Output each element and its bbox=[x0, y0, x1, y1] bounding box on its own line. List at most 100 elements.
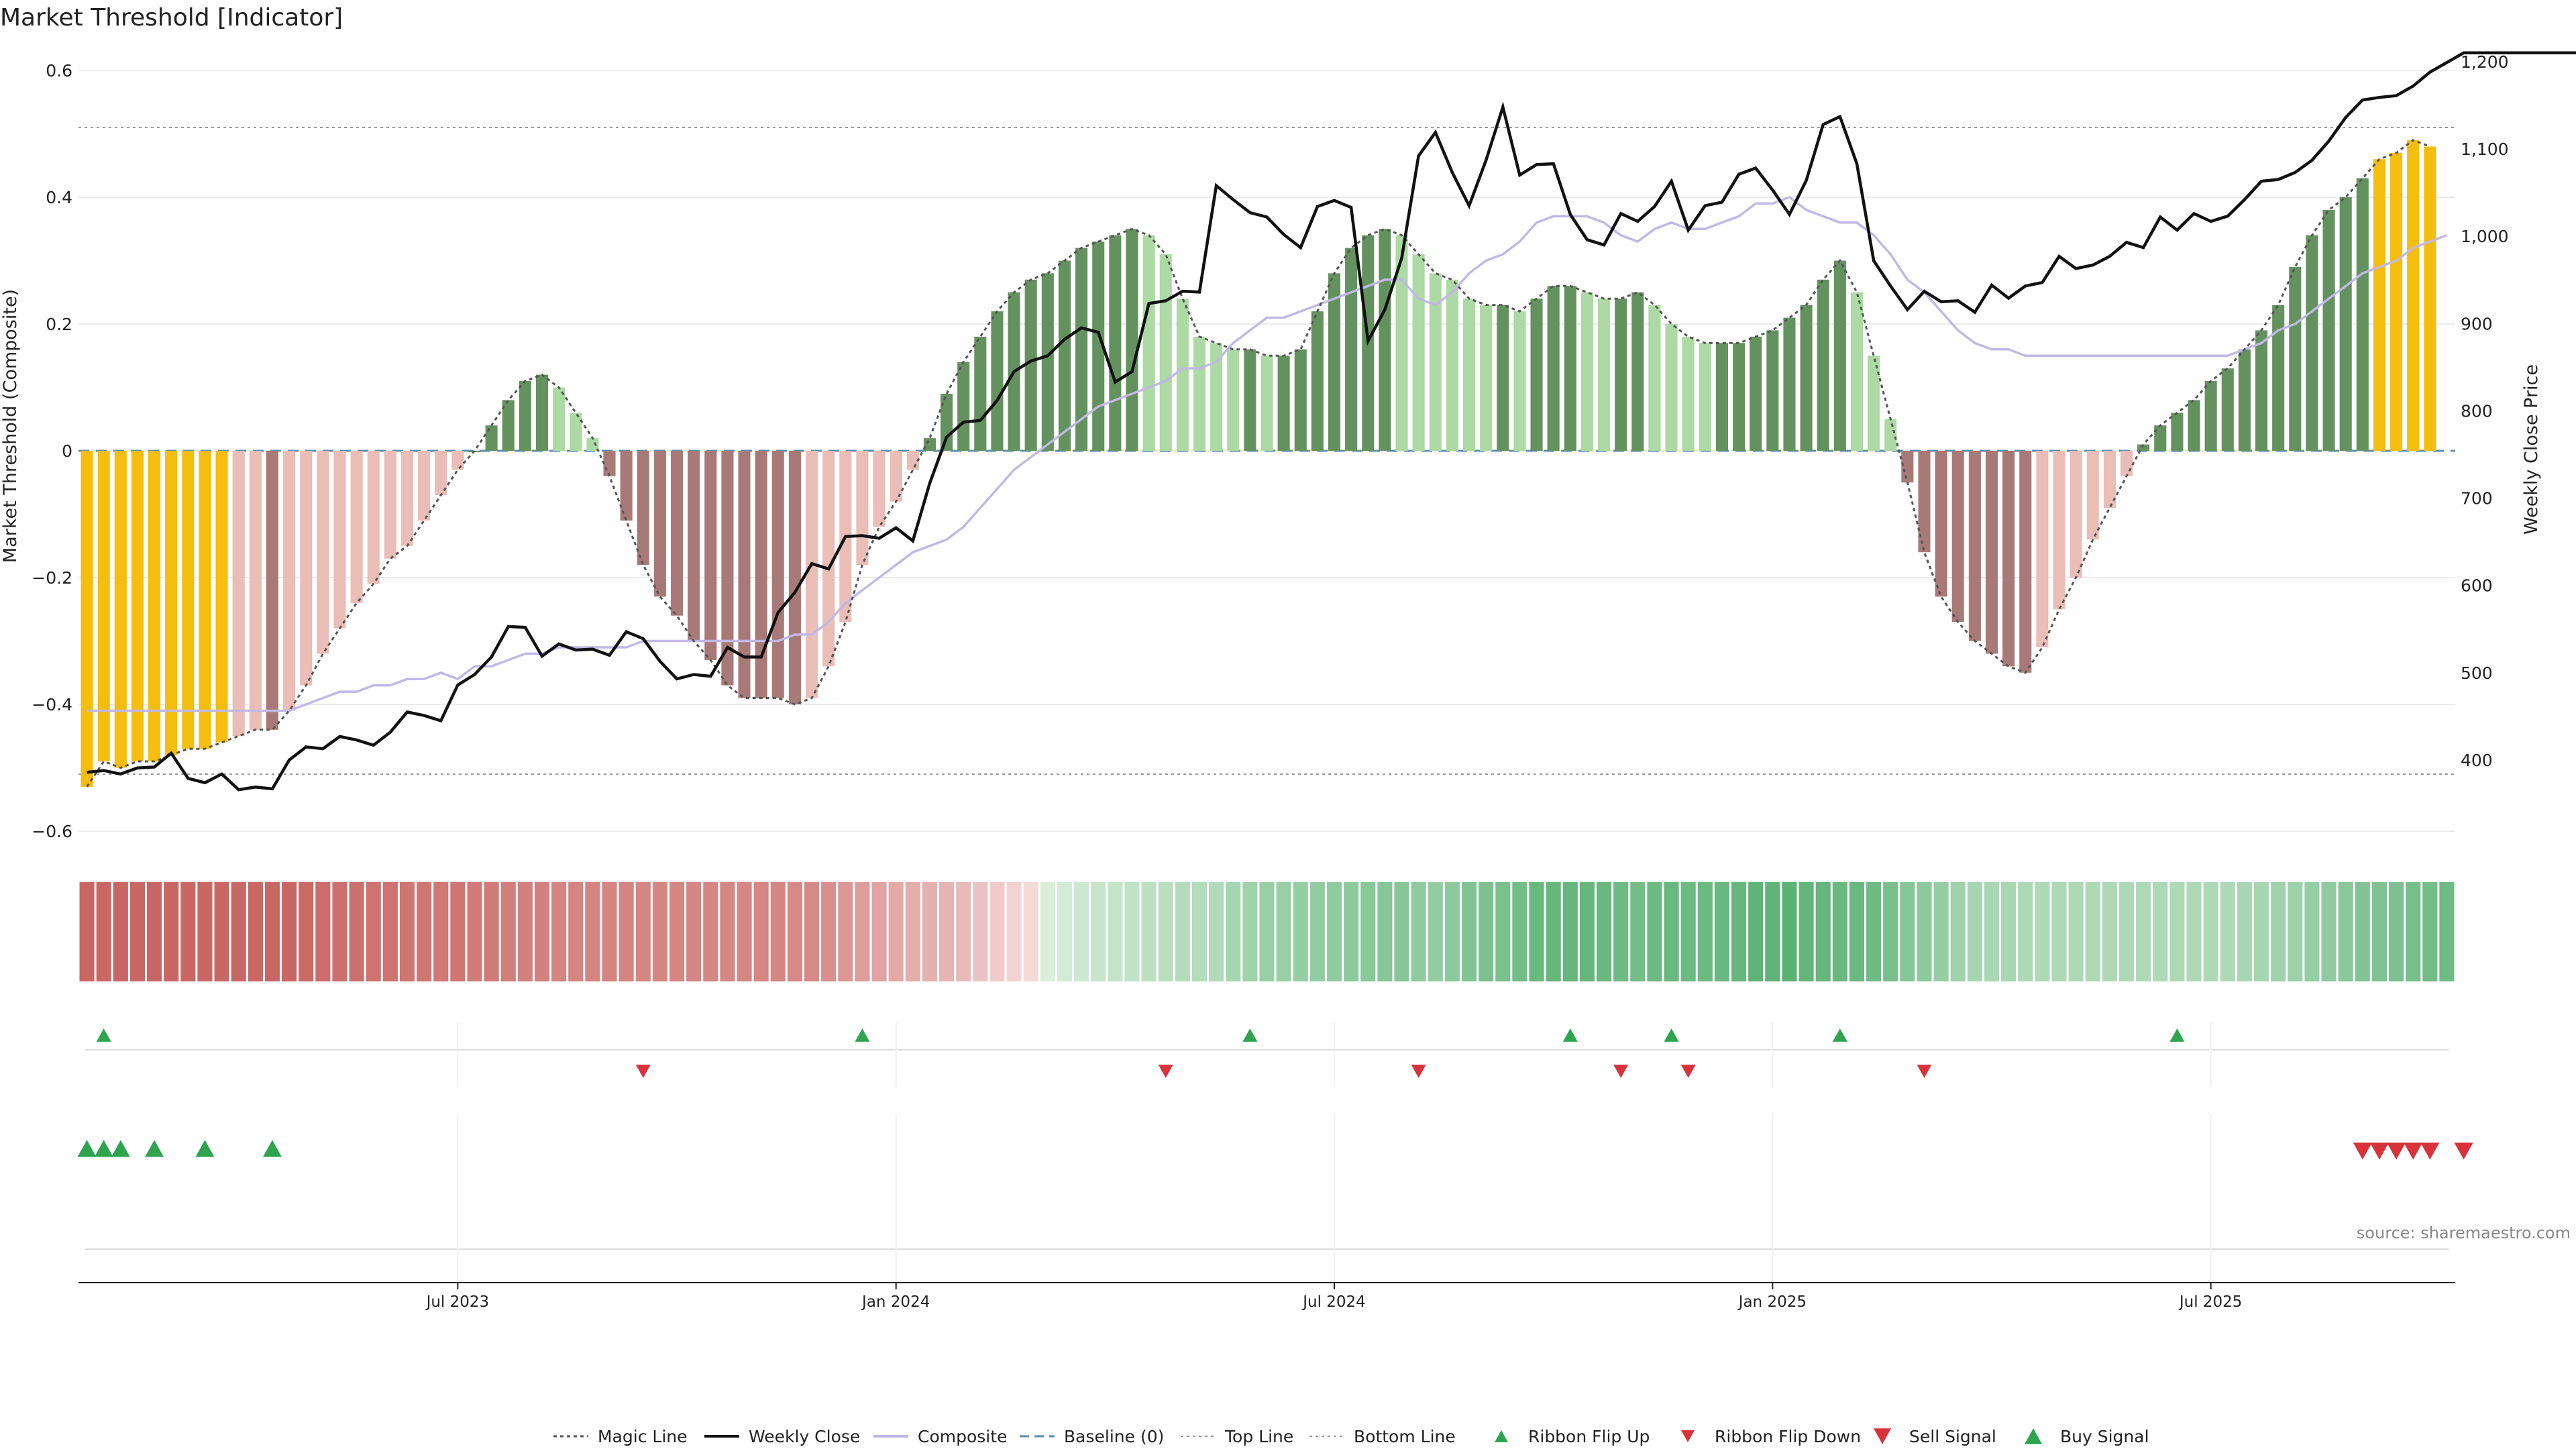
bar bbox=[1817, 279, 1829, 451]
ribbon-cell bbox=[551, 882, 567, 981]
buy-signal-marker bbox=[111, 1140, 130, 1157]
source-label: source: sharemaestro.com bbox=[2357, 1224, 2571, 1242]
bar bbox=[215, 451, 228, 743]
ribbon-cell bbox=[2102, 882, 2117, 981]
ribbon-cell bbox=[79, 882, 95, 981]
bar bbox=[923, 438, 936, 451]
sell-signal-marker bbox=[2420, 1142, 2440, 1160]
ribbon-flip-down-marker bbox=[1158, 1065, 1173, 1078]
ribbon-flip-down-marker bbox=[635, 1065, 651, 1078]
bar bbox=[806, 451, 818, 698]
ribbon-cell bbox=[585, 882, 600, 981]
ribbon-cell bbox=[939, 882, 955, 981]
ribbon-cell bbox=[2136, 882, 2151, 981]
bar bbox=[2255, 330, 2268, 451]
x-axis: Jul 2023 Jan 2024 Jul 2024 Jan 2025 Jul 2025 bbox=[78, 1282, 2455, 1311]
x-tick-label: Jan 2025 bbox=[1737, 1293, 1807, 1311]
ribbon-cell bbox=[1124, 882, 1140, 981]
bar bbox=[80, 451, 93, 787]
ribbon-cell bbox=[635, 882, 651, 981]
bar bbox=[1580, 292, 1593, 451]
bar bbox=[1918, 451, 1931, 553]
bar bbox=[1126, 229, 1138, 451]
ribbon-cell bbox=[1866, 882, 1882, 981]
left-tick-label: −0.2 bbox=[32, 568, 72, 588]
bar bbox=[535, 374, 549, 451]
x-tick-label: Jul 2023 bbox=[425, 1293, 490, 1311]
x-tick-label: Jul 2025 bbox=[2178, 1293, 2243, 1311]
bar bbox=[519, 381, 531, 451]
bar bbox=[1648, 305, 1661, 451]
ribbon-cell bbox=[1006, 882, 1022, 981]
ribbon-flip-down-marker bbox=[1613, 1065, 1629, 1078]
bar bbox=[2221, 368, 2234, 451]
bar bbox=[283, 451, 296, 711]
chart-title: Market Threshold [Indicator] bbox=[0, 4, 343, 32]
bar bbox=[2289, 266, 2302, 451]
right-tick-label: 900 bbox=[2461, 314, 2493, 333]
x-tick-label: Jan 2024 bbox=[861, 1293, 930, 1311]
bar bbox=[974, 336, 987, 451]
ribbon-cell bbox=[838, 882, 853, 981]
bar bbox=[350, 451, 363, 603]
bar bbox=[502, 400, 515, 451]
bar bbox=[2339, 197, 2352, 451]
ribbon-cell bbox=[500, 882, 516, 981]
bar bbox=[1210, 343, 1223, 451]
bar bbox=[1429, 273, 1442, 451]
bar bbox=[1564, 286, 1576, 451]
bar bbox=[451, 451, 464, 470]
ribbon-flip-up-marker bbox=[1242, 1028, 1258, 1042]
legend: Magic Line Weekly Close Composite Baseline … bbox=[553, 1427, 2149, 1446]
ribbon-cell bbox=[619, 882, 634, 981]
bar bbox=[1665, 324, 1678, 451]
sell-signal-marker bbox=[2353, 1142, 2372, 1160]
bar bbox=[1142, 235, 1155, 451]
ribbon-cell bbox=[1428, 882, 1443, 981]
bar bbox=[1058, 260, 1071, 451]
buy-signal-marker bbox=[94, 1140, 113, 1157]
ribbon-cell bbox=[1276, 882, 1291, 981]
bar bbox=[1092, 241, 1105, 451]
ribbon-flip-up-marker bbox=[1664, 1028, 1679, 1042]
ribbon-cell bbox=[1411, 882, 1426, 981]
ribbon-cell bbox=[1832, 882, 1847, 981]
ribbon-cell bbox=[484, 882, 499, 981]
left-y-axis-label: Market Threshold (Composite) bbox=[0, 289, 21, 563]
ribbon-cell bbox=[2388, 882, 2404, 981]
ribbon-flip-down-marker bbox=[1411, 1065, 1426, 1078]
bar bbox=[873, 451, 885, 527]
ribbon-cell bbox=[1917, 882, 1932, 981]
ribbon-cell bbox=[450, 882, 466, 981]
ribbon-cell bbox=[956, 882, 971, 981]
ribbon-cell bbox=[888, 882, 904, 981]
bar bbox=[182, 451, 195, 749]
ribbon-cell bbox=[2439, 882, 2455, 981]
ribbon-cell bbox=[248, 882, 263, 981]
ribbon-cell bbox=[113, 882, 128, 981]
ribbon-cell bbox=[197, 882, 213, 981]
bar bbox=[1513, 311, 1526, 451]
right-tick-label: 500 bbox=[2461, 663, 2493, 683]
legend-label: Weekly Close bbox=[749, 1427, 860, 1446]
ribbon-cell bbox=[2371, 882, 2387, 981]
bar bbox=[1480, 305, 1493, 451]
bar bbox=[249, 451, 262, 730]
ribbon-cell bbox=[1226, 882, 1241, 981]
ribbon-cell bbox=[2304, 882, 2320, 981]
ribbon-cell bbox=[1579, 882, 1595, 981]
composite-line bbox=[87, 196, 2448, 712]
ribbon-cell bbox=[1933, 882, 1949, 981]
bar bbox=[822, 451, 835, 667]
ribbon-flip-up-marker bbox=[96, 1028, 111, 1042]
ribbon-cell bbox=[1815, 882, 1831, 981]
ribbon-cell bbox=[2001, 882, 2017, 981]
bar bbox=[1884, 419, 1897, 451]
bar bbox=[2204, 381, 2217, 451]
right-tick-label: 1,100 bbox=[2461, 140, 2509, 159]
bar bbox=[485, 425, 498, 451]
ribbon-cell bbox=[1630, 882, 1646, 981]
ribbon-cell bbox=[282, 882, 297, 981]
ribbon-cell bbox=[2186, 882, 2202, 981]
ribbon-cell bbox=[299, 882, 314, 981]
